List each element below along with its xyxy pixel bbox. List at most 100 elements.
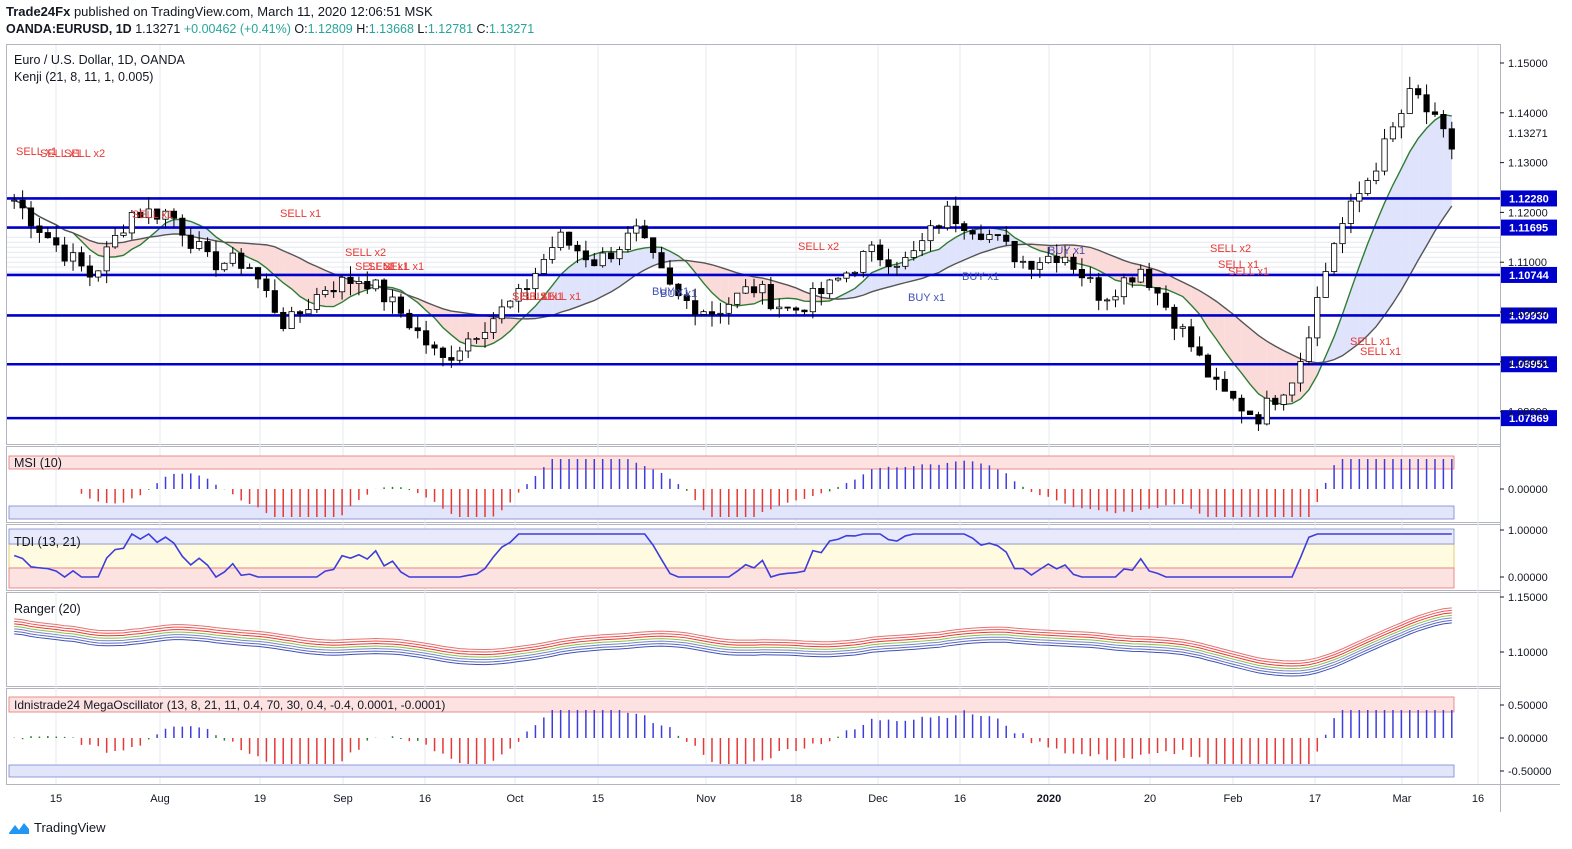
candle-body <box>717 312 724 315</box>
cloud-segment <box>611 251 620 292</box>
cloud-segment <box>938 242 948 273</box>
signal-label: SELL x1 <box>1350 336 1391 348</box>
price-tick-label: 1.11000 <box>1508 257 1547 269</box>
candle-body <box>1280 394 1287 405</box>
fast-ma-line <box>13 113 1452 406</box>
price-tick-label: 1.13000 <box>1508 158 1548 170</box>
cloud-segment <box>1401 151 1410 290</box>
tdi-line-path <box>13 532 1452 579</box>
candle-body <box>372 279 379 290</box>
symbol-line: OANDA:EURUSD, 1D 1.13271 +0.00462 (+0.41… <box>6 22 534 36</box>
candle-body <box>36 225 43 233</box>
cloud-segment <box>720 267 729 305</box>
candle-body <box>431 344 438 349</box>
pane-tick-label: 0.50000 <box>1508 700 1548 712</box>
candle-body <box>1423 94 1430 113</box>
cloud-segment <box>981 227 990 253</box>
candle-body <box>734 292 741 305</box>
cloud-segment <box>636 247 645 275</box>
candle-body <box>893 265 901 268</box>
candle-body <box>355 281 362 284</box>
candle-body <box>532 273 539 290</box>
cloud-segment <box>1426 119 1435 246</box>
ranger-line <box>14 609 1452 664</box>
cloud-segment <box>1376 202 1385 327</box>
cloud-segment <box>1241 321 1251 385</box>
ranger-title: Ranger (20) <box>14 602 81 616</box>
cloud-segment <box>922 251 931 279</box>
cloud-segment <box>787 285 797 299</box>
candle-body <box>515 288 522 302</box>
signal-label: SELL x1 <box>368 261 409 273</box>
time-axis[interactable]: 15 Aug 19 Sep 16 Oct 15 Nov 18 Dec 16 2020 20 Feb 17 Ma… <box>50 793 1484 805</box>
cloud-segment <box>1418 128 1427 261</box>
publisher-name[interactable]: Trade24Fx <box>6 4 71 19</box>
cloud-segment <box>745 274 755 305</box>
candle-body <box>860 251 867 273</box>
candle-body <box>1364 180 1371 194</box>
pane-tick-label: 1.10000 <box>1508 647 1548 659</box>
cloud-segment <box>426 302 435 318</box>
candle-body <box>338 276 346 293</box>
candle-body <box>708 311 716 315</box>
level-label-bg <box>1501 356 1557 373</box>
pane-tick-label: 0.00000 <box>1508 484 1548 496</box>
candle-body <box>919 240 926 252</box>
time-tick-label: Sep <box>333 793 353 805</box>
candle-body <box>280 311 287 329</box>
candle-body <box>490 318 497 333</box>
candle-body <box>843 272 850 279</box>
cloud-segment <box>123 240 132 256</box>
cloud-segment <box>1199 290 1208 328</box>
high-label: H: <box>356 22 369 36</box>
level-label-bg <box>1501 410 1557 427</box>
level-label: 1.11695 <box>1509 223 1548 235</box>
cloud-segment <box>619 251 628 287</box>
candle-body <box>1179 326 1186 329</box>
signal-label: SELL x1 <box>280 208 321 220</box>
cloud-segment <box>1384 184 1393 316</box>
cloud-segment <box>669 251 679 262</box>
cloud-segment <box>1258 335 1267 400</box>
candle-body <box>11 199 18 202</box>
level-label-bg <box>1501 307 1557 324</box>
candle-body <box>397 296 405 314</box>
cloud-segment <box>1308 361 1318 390</box>
candle-body <box>305 309 312 315</box>
cloud-segment <box>1434 114 1444 232</box>
candle-body <box>364 281 371 290</box>
candle-body <box>683 295 690 302</box>
tradingview-logo[interactable]: TradingView <box>8 820 106 835</box>
signal-label: BUY x1 <box>652 286 689 298</box>
brand-label: TradingView <box>34 820 106 835</box>
low-value: 1.12781 <box>427 22 474 36</box>
candle-body <box>1322 271 1329 298</box>
candle-body <box>145 208 152 219</box>
cloud-segment <box>947 237 956 268</box>
candle-body <box>1137 268 1144 283</box>
candle-body <box>271 290 278 313</box>
cloud-segment <box>459 312 469 345</box>
price-axis[interactable]: 1.15000 1.14000 1.13000 1.12000 1.11000 1.100… <box>1500 58 1551 778</box>
symbol[interactable]: OANDA:EURUSD, 1D <box>6 22 132 36</box>
candle-body <box>322 290 329 295</box>
open-label: O: <box>294 22 308 36</box>
candle-body <box>1061 256 1069 264</box>
candle-body <box>1288 382 1296 396</box>
candle-body <box>448 357 455 361</box>
candle-body <box>616 249 623 260</box>
signal-label: BUY x1 <box>908 292 945 304</box>
level-label: 1.08951 <box>1509 359 1549 371</box>
msi-histogram <box>80 459 1453 517</box>
candle-body <box>473 338 480 340</box>
candle-body <box>347 276 354 284</box>
candle-body <box>1003 234 1010 242</box>
candle-body <box>784 306 791 309</box>
candle-body <box>1246 410 1254 415</box>
candle-body <box>549 247 556 260</box>
candle-body <box>675 283 682 297</box>
oscillator-bands <box>8 455 1455 778</box>
mega-oscillator-histogram <box>13 710 1453 764</box>
candle-body <box>1070 256 1077 270</box>
